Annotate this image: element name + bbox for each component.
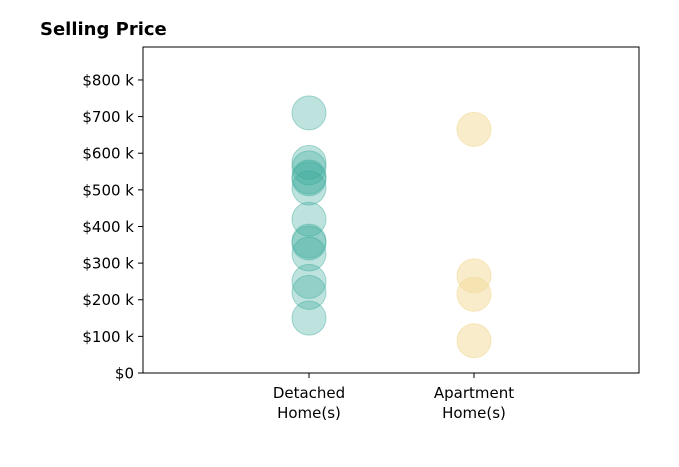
scatter-point-1-3 bbox=[456, 323, 492, 359]
scatter-point-0-5 bbox=[291, 170, 327, 206]
scatter-point-0-1 bbox=[291, 144, 327, 180]
scatter-point-0-8 bbox=[291, 225, 327, 261]
scatter-point-0-10 bbox=[291, 263, 327, 299]
y-axis: $0 $100 k $200 k $300 k $400 k $500 k $600 k $7… bbox=[82, 71, 143, 383]
scatter-point-0-2 bbox=[291, 150, 327, 186]
scatter-point-1-0 bbox=[456, 111, 492, 147]
y-tick-label-3: $300 k bbox=[82, 255, 134, 273]
y-tick-label-5: $500 k bbox=[82, 181, 134, 199]
y-tick-label-2: $200 k bbox=[82, 291, 134, 309]
points-layer bbox=[291, 95, 492, 359]
scatter-point-0-12 bbox=[291, 300, 327, 336]
y-tick-label-0: $0 bbox=[115, 365, 134, 383]
y-tick-label-6: $600 k bbox=[82, 145, 134, 163]
scatter-point-0-9 bbox=[291, 236, 327, 272]
scatter-point-0-3 bbox=[291, 159, 327, 195]
x-axis: Detached Home(s) Apartment Home(s) bbox=[273, 373, 514, 422]
x-tick-label-1: Apartment Home(s) bbox=[434, 384, 514, 422]
scatter-point-0-11 bbox=[291, 274, 327, 310]
chart-title: Selling Price bbox=[40, 19, 167, 40]
scatter-point-0-6 bbox=[291, 201, 327, 237]
x-tick-label-0: Detached Home(s) bbox=[273, 384, 345, 422]
y-tick-label-7: $700 k bbox=[82, 108, 134, 126]
scatter-point-1-2 bbox=[456, 276, 492, 312]
y-tick-label-8: $800 k bbox=[82, 71, 134, 89]
scatter-point-0-7 bbox=[291, 223, 327, 259]
plot-frame bbox=[142, 46, 640, 374]
scatter-point-0-0 bbox=[291, 95, 327, 131]
y-tick-label-1: $100 k bbox=[82, 328, 134, 346]
y-tick-label-4: $400 k bbox=[82, 218, 134, 236]
scatter-point-0-4 bbox=[291, 161, 327, 197]
